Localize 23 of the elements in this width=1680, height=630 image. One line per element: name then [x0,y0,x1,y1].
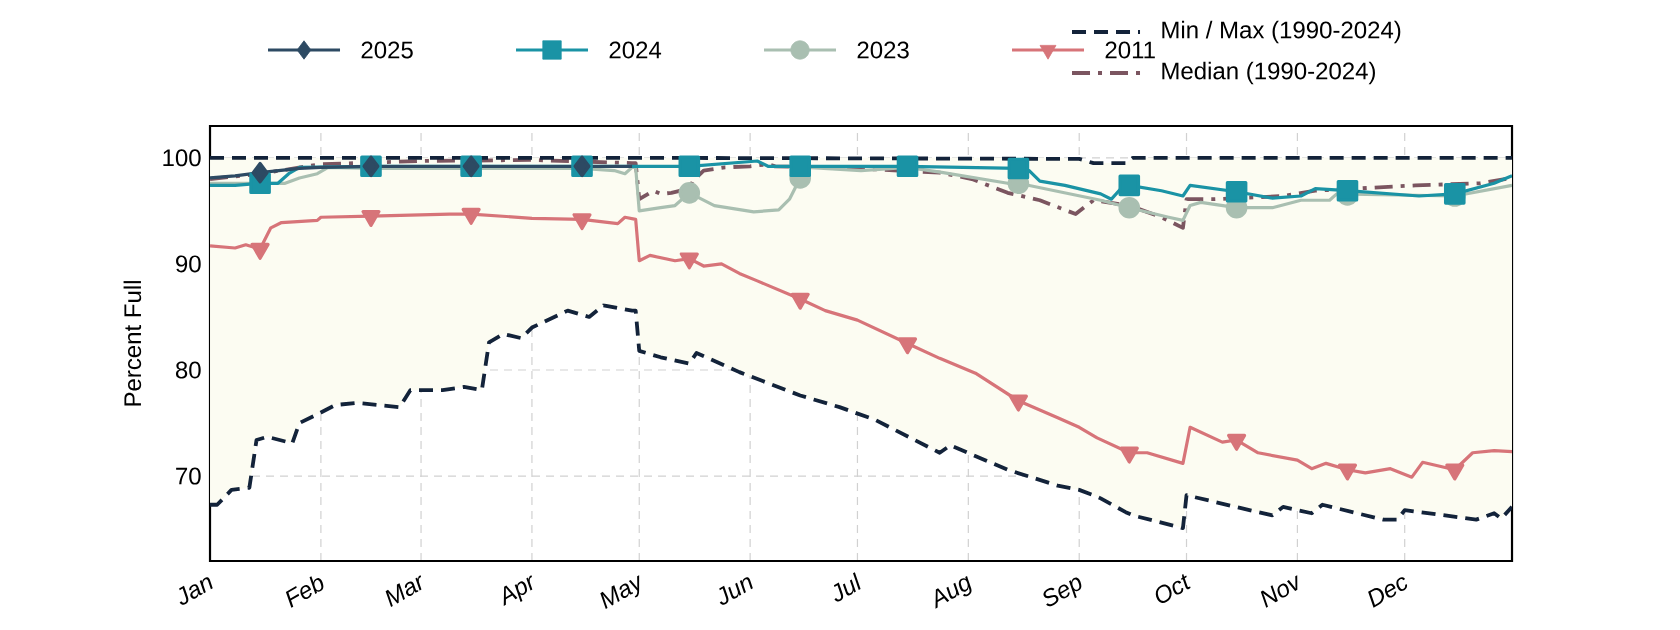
x-tick-label: Jul [833,572,861,602]
legend-label: 2023 [857,41,909,59]
legend-label: Median (1990-2024) [1162,61,1375,85]
x-tick-label: Nov [1260,575,1298,608]
legend-label: 2024 [609,41,662,59]
x-tick-label: Aug [935,575,972,609]
x-tick-label: Apr [503,575,533,607]
x-tick-label: Mar [385,575,422,608]
x-tick-label: May [600,575,640,610]
y-axis-title: Percent Full [123,281,142,406]
x-tick-label: Jan [179,577,213,605]
legend-label: 2025 [361,41,413,59]
y-tick-label: 80 [175,361,201,379]
x-tick-label: Sep [1043,577,1082,607]
y-tick-label: 70 [176,467,201,485]
x-tick-label: Dec [1368,577,1408,608]
x-tick-label: Jun [719,577,753,605]
legend-label: Min / Max (1990-2024) [1162,20,1401,44]
y-tick-label: 90 [176,255,201,273]
y-tick-label: 100 [163,149,201,167]
legend-label: 2011 [1105,41,1155,59]
x-tick-label: Oct [1155,573,1191,603]
x-tick-label: Feb [285,576,324,608]
